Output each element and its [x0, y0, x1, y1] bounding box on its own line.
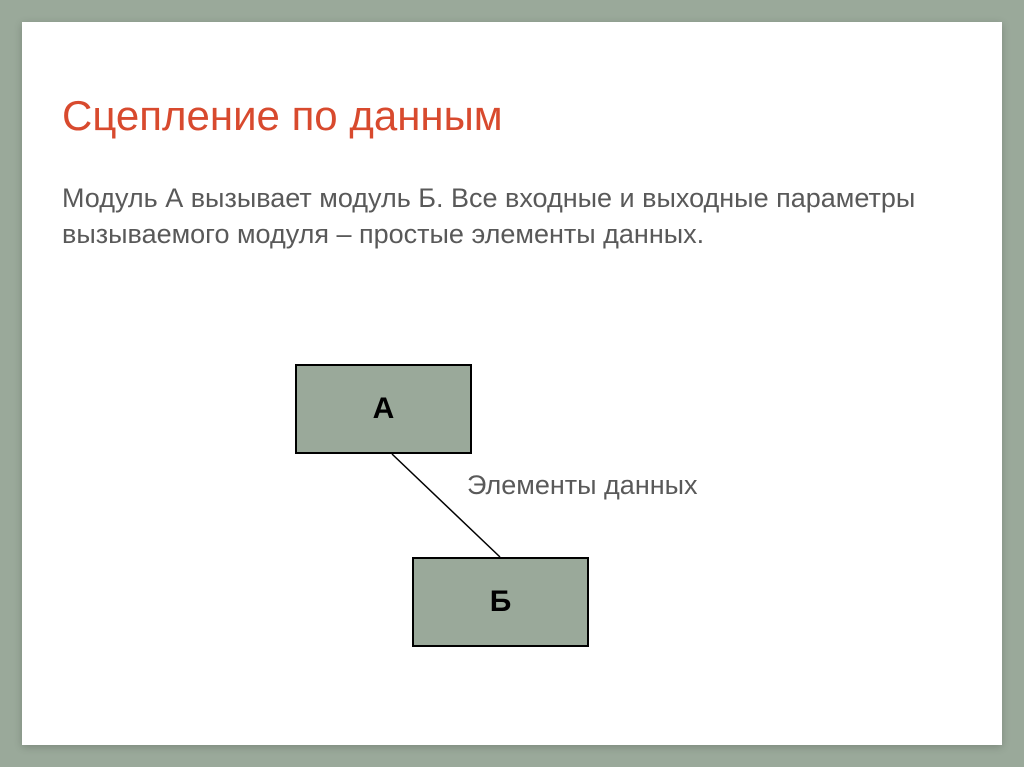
slide-container: Сцепление по данным Модуль А вызывает мо… — [22, 22, 1002, 745]
slide-description: Модуль А вызывает модуль Б. Все входные … — [62, 180, 932, 253]
node-b: Б — [412, 557, 589, 647]
node-a-label: А — [373, 392, 395, 426]
node-b-label: Б — [490, 585, 512, 619]
diagram-area: А Б Элементы данных — [22, 342, 1002, 692]
edge-label: Элементы данных — [467, 470, 698, 501]
node-a: А — [295, 364, 472, 454]
slide-title: Сцепление по данным — [62, 92, 503, 140]
